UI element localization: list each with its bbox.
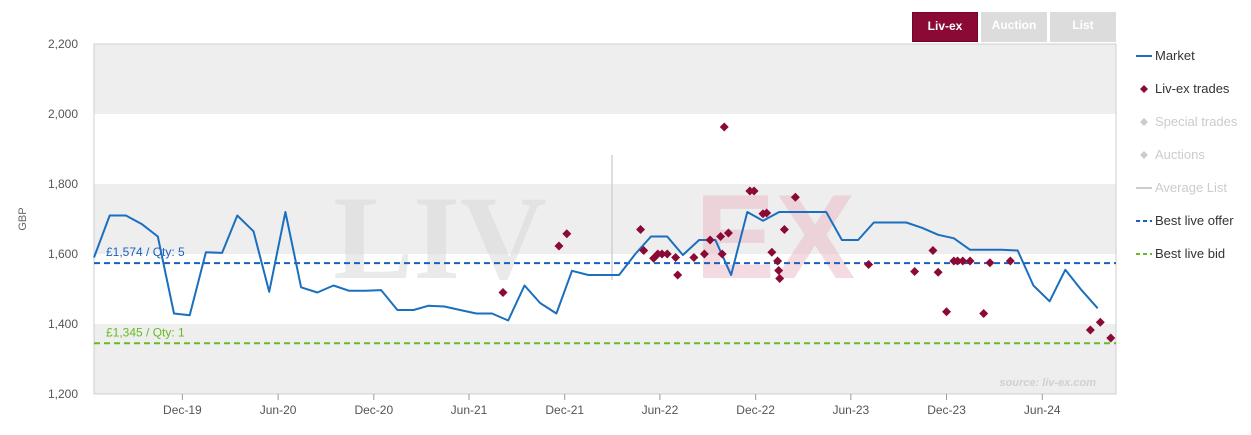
trade-point xyxy=(965,256,975,266)
tab-list[interactable]: List xyxy=(1050,12,1116,42)
y-tick-label: 1,800 xyxy=(48,177,78,191)
source-text: source: liv-ex.com xyxy=(999,377,1096,389)
legend-item-market[interactable]: Market xyxy=(1136,48,1195,63)
x-tick-label: Jun-22 xyxy=(642,403,679,417)
trade-point xyxy=(689,253,699,262)
tab-group: Liv-ex Auction List xyxy=(912,12,1116,42)
x-tick-label: Jun-21 xyxy=(451,403,488,417)
x-tick-label: Jun-23 xyxy=(832,403,869,417)
best-offer-label: £1,574 / Qty: 5 xyxy=(106,245,185,259)
trade-point xyxy=(762,208,772,218)
x-tick-label: Jun-20 xyxy=(260,403,297,417)
y-tick-label: 1,200 xyxy=(48,387,78,401)
trade-point xyxy=(562,229,572,239)
legend-label: Special trades xyxy=(1155,114,1238,129)
x-tick-label: Dec-21 xyxy=(545,403,584,417)
trade-point xyxy=(928,246,938,255)
y-tick-label: 2,000 xyxy=(48,107,78,121)
legend-item-best-bid[interactable]: Best live bid xyxy=(1136,246,1225,261)
legend-label: Market xyxy=(1155,48,1195,63)
trade-point xyxy=(933,267,943,277)
trade-point xyxy=(719,122,729,132)
plot-band xyxy=(94,184,1116,254)
plot-bands xyxy=(93,43,1117,395)
reference-lines: £1,574 / Qty: 5 £1,345 / Qty: 1 xyxy=(94,245,1116,345)
legend-label: Auctions xyxy=(1155,147,1205,162)
trade-point xyxy=(671,253,681,262)
trade-point xyxy=(716,232,726,241)
livex-trades-series xyxy=(498,122,1116,343)
legend-item-average-list[interactable]: Average List xyxy=(1136,180,1227,195)
legend-label: Liv-ex trades xyxy=(1155,81,1230,96)
trade-point xyxy=(775,274,785,283)
y-tick-label: 1,400 xyxy=(48,317,78,331)
trade-point xyxy=(554,241,564,251)
y-tick-label: 1,600 xyxy=(48,247,78,261)
trade-point xyxy=(705,235,715,245)
legend-symbol xyxy=(1140,151,1148,159)
trade-point xyxy=(1106,333,1116,343)
trade-point xyxy=(958,256,968,266)
x-tick-label: Jun-24 xyxy=(1024,403,1061,417)
legend-item-special-trades[interactable]: Special trades xyxy=(1140,114,1238,129)
x-tick-label: Dec-22 xyxy=(736,403,775,417)
tab-auction[interactable]: Auction xyxy=(981,12,1047,42)
trade-point xyxy=(673,270,683,280)
trade-point xyxy=(723,228,733,238)
trade-point xyxy=(864,260,874,269)
legend: Market Liv-ex trades Special trades Auction… xyxy=(1136,48,1238,261)
trade-point xyxy=(985,258,995,268)
x-axis: Dec-19 Jun-20 Dec-20 Jun-21 Dec-21 Jun-22 Dec-… xyxy=(163,394,1061,417)
x-tick-label: Dec-19 xyxy=(163,403,202,417)
trade-point xyxy=(953,256,963,266)
trade-point xyxy=(498,288,508,297)
legend-item-best-offer[interactable]: Best live offer xyxy=(1136,213,1234,228)
y-axis: 1,200 1,400 1,600 1,800 2,000 2,200 GBP xyxy=(17,37,78,401)
market-line xyxy=(93,211,1099,322)
trade-point xyxy=(717,249,727,259)
trade-point xyxy=(767,247,777,257)
trade-point xyxy=(662,249,672,259)
source-credit: source: liv-ex.com xyxy=(999,377,1096,389)
legend-symbol xyxy=(1140,85,1148,93)
trade-point xyxy=(699,249,709,259)
x-tick-label: Dec-23 xyxy=(927,403,966,417)
legend-symbol xyxy=(1140,118,1148,126)
trade-point xyxy=(1095,317,1105,327)
legend-item-auctions[interactable]: Auctions xyxy=(1140,147,1205,162)
y-axis-label: GBP xyxy=(17,207,29,230)
trade-point xyxy=(910,267,920,276)
legend-label: Best live offer xyxy=(1155,213,1234,228)
trade-point xyxy=(636,225,646,234)
trade-point xyxy=(979,309,989,318)
legend-label: Best live bid xyxy=(1155,246,1225,261)
trade-point xyxy=(657,249,667,259)
market-series xyxy=(93,211,1099,322)
plot-band xyxy=(94,114,1116,184)
plot-band xyxy=(94,324,1116,394)
trade-point xyxy=(774,265,784,275)
trade-point xyxy=(1005,256,1015,266)
legend-label: Average List xyxy=(1155,180,1227,195)
trade-point xyxy=(749,186,759,196)
tab-liv-ex[interactable]: Liv-ex xyxy=(912,12,978,42)
best-bid-label: £1,345 / Qty: 1 xyxy=(106,325,185,339)
trade-point xyxy=(639,246,649,255)
trade-point xyxy=(779,225,789,234)
plot-border xyxy=(93,43,1117,395)
y-tick-label: 2,200 xyxy=(48,37,78,51)
trade-point xyxy=(773,256,783,266)
legend-item-livex-trades[interactable]: Liv-ex trades xyxy=(1140,81,1230,96)
x-tick-label: Dec-20 xyxy=(354,403,393,417)
trade-point xyxy=(790,192,800,202)
trade-point xyxy=(1085,325,1095,335)
plot-band xyxy=(94,44,1116,114)
trade-point xyxy=(649,253,659,263)
watermark-liv: LIV xyxy=(333,171,546,304)
watermark: LIV EX xyxy=(333,155,855,304)
trade-point xyxy=(942,307,952,317)
